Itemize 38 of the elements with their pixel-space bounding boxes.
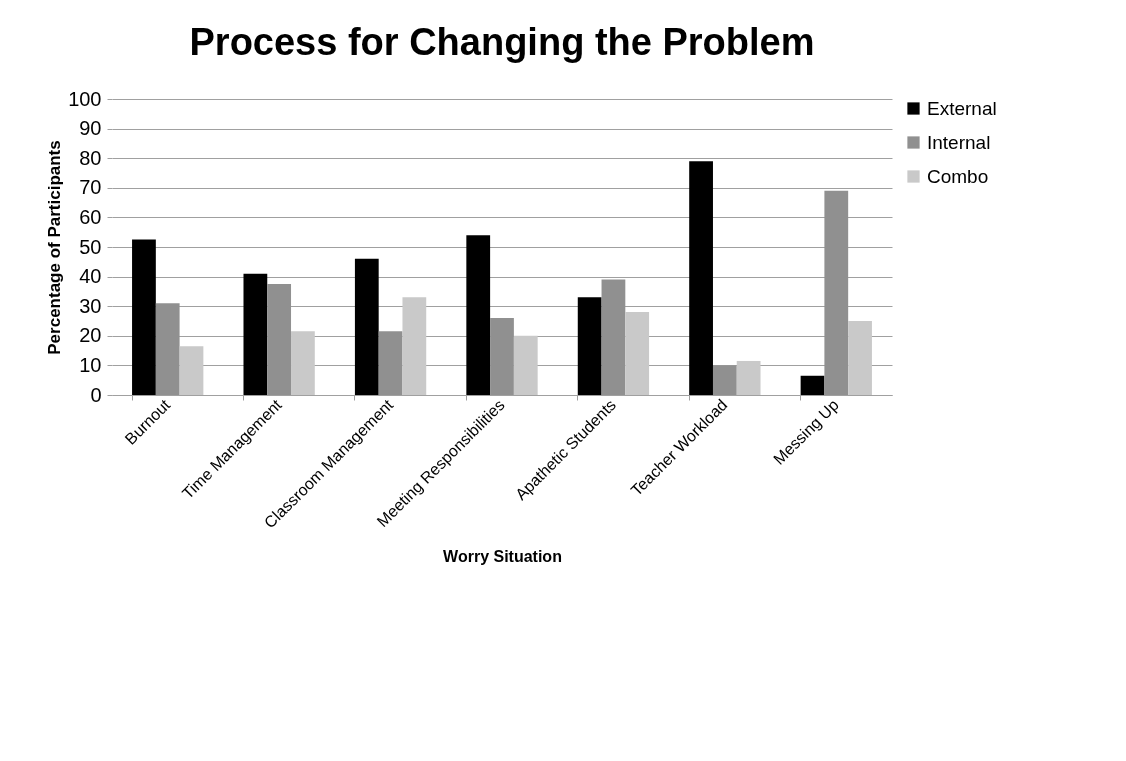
y-tick-label: 10 <box>79 353 102 376</box>
y-axis-title: Percentage of Participants <box>45 140 65 355</box>
bar <box>155 303 180 395</box>
bar <box>267 284 292 395</box>
legend-label: External <box>927 97 997 119</box>
bar <box>291 331 315 395</box>
bar <box>800 375 825 395</box>
y-tick-label: 20 <box>79 324 102 347</box>
y-tick-label: 40 <box>79 265 102 288</box>
bar <box>712 365 737 395</box>
bar <box>689 161 713 395</box>
bar <box>466 235 491 395</box>
bar <box>848 321 872 395</box>
y-tick-label: 0 <box>90 383 102 406</box>
bar <box>179 346 204 395</box>
chart-title: Process for Changing the Problem <box>189 21 815 63</box>
bar <box>243 273 268 395</box>
bar <box>824 190 849 395</box>
bar <box>378 331 403 395</box>
bar <box>625 312 650 395</box>
bar <box>132 239 156 395</box>
legend-label: Internal <box>927 131 991 153</box>
bar <box>490 318 514 395</box>
y-tick-label: 70 <box>79 176 102 199</box>
y-tick-label: 30 <box>79 294 102 317</box>
bar <box>402 297 427 395</box>
y-tick-label: 50 <box>79 235 102 258</box>
bar <box>601 279 626 395</box>
legend-label: Combo <box>927 165 989 187</box>
bar <box>513 335 538 395</box>
bar <box>354 258 379 395</box>
y-tick-label: 60 <box>79 205 102 228</box>
x-axis-title: Worry Situation <box>443 548 562 566</box>
bar <box>577 297 602 395</box>
y-tick-label: 90 <box>79 117 102 140</box>
y-tick-label: 100 <box>68 87 102 110</box>
y-tick-label: 80 <box>79 146 102 169</box>
bar <box>736 360 761 395</box>
